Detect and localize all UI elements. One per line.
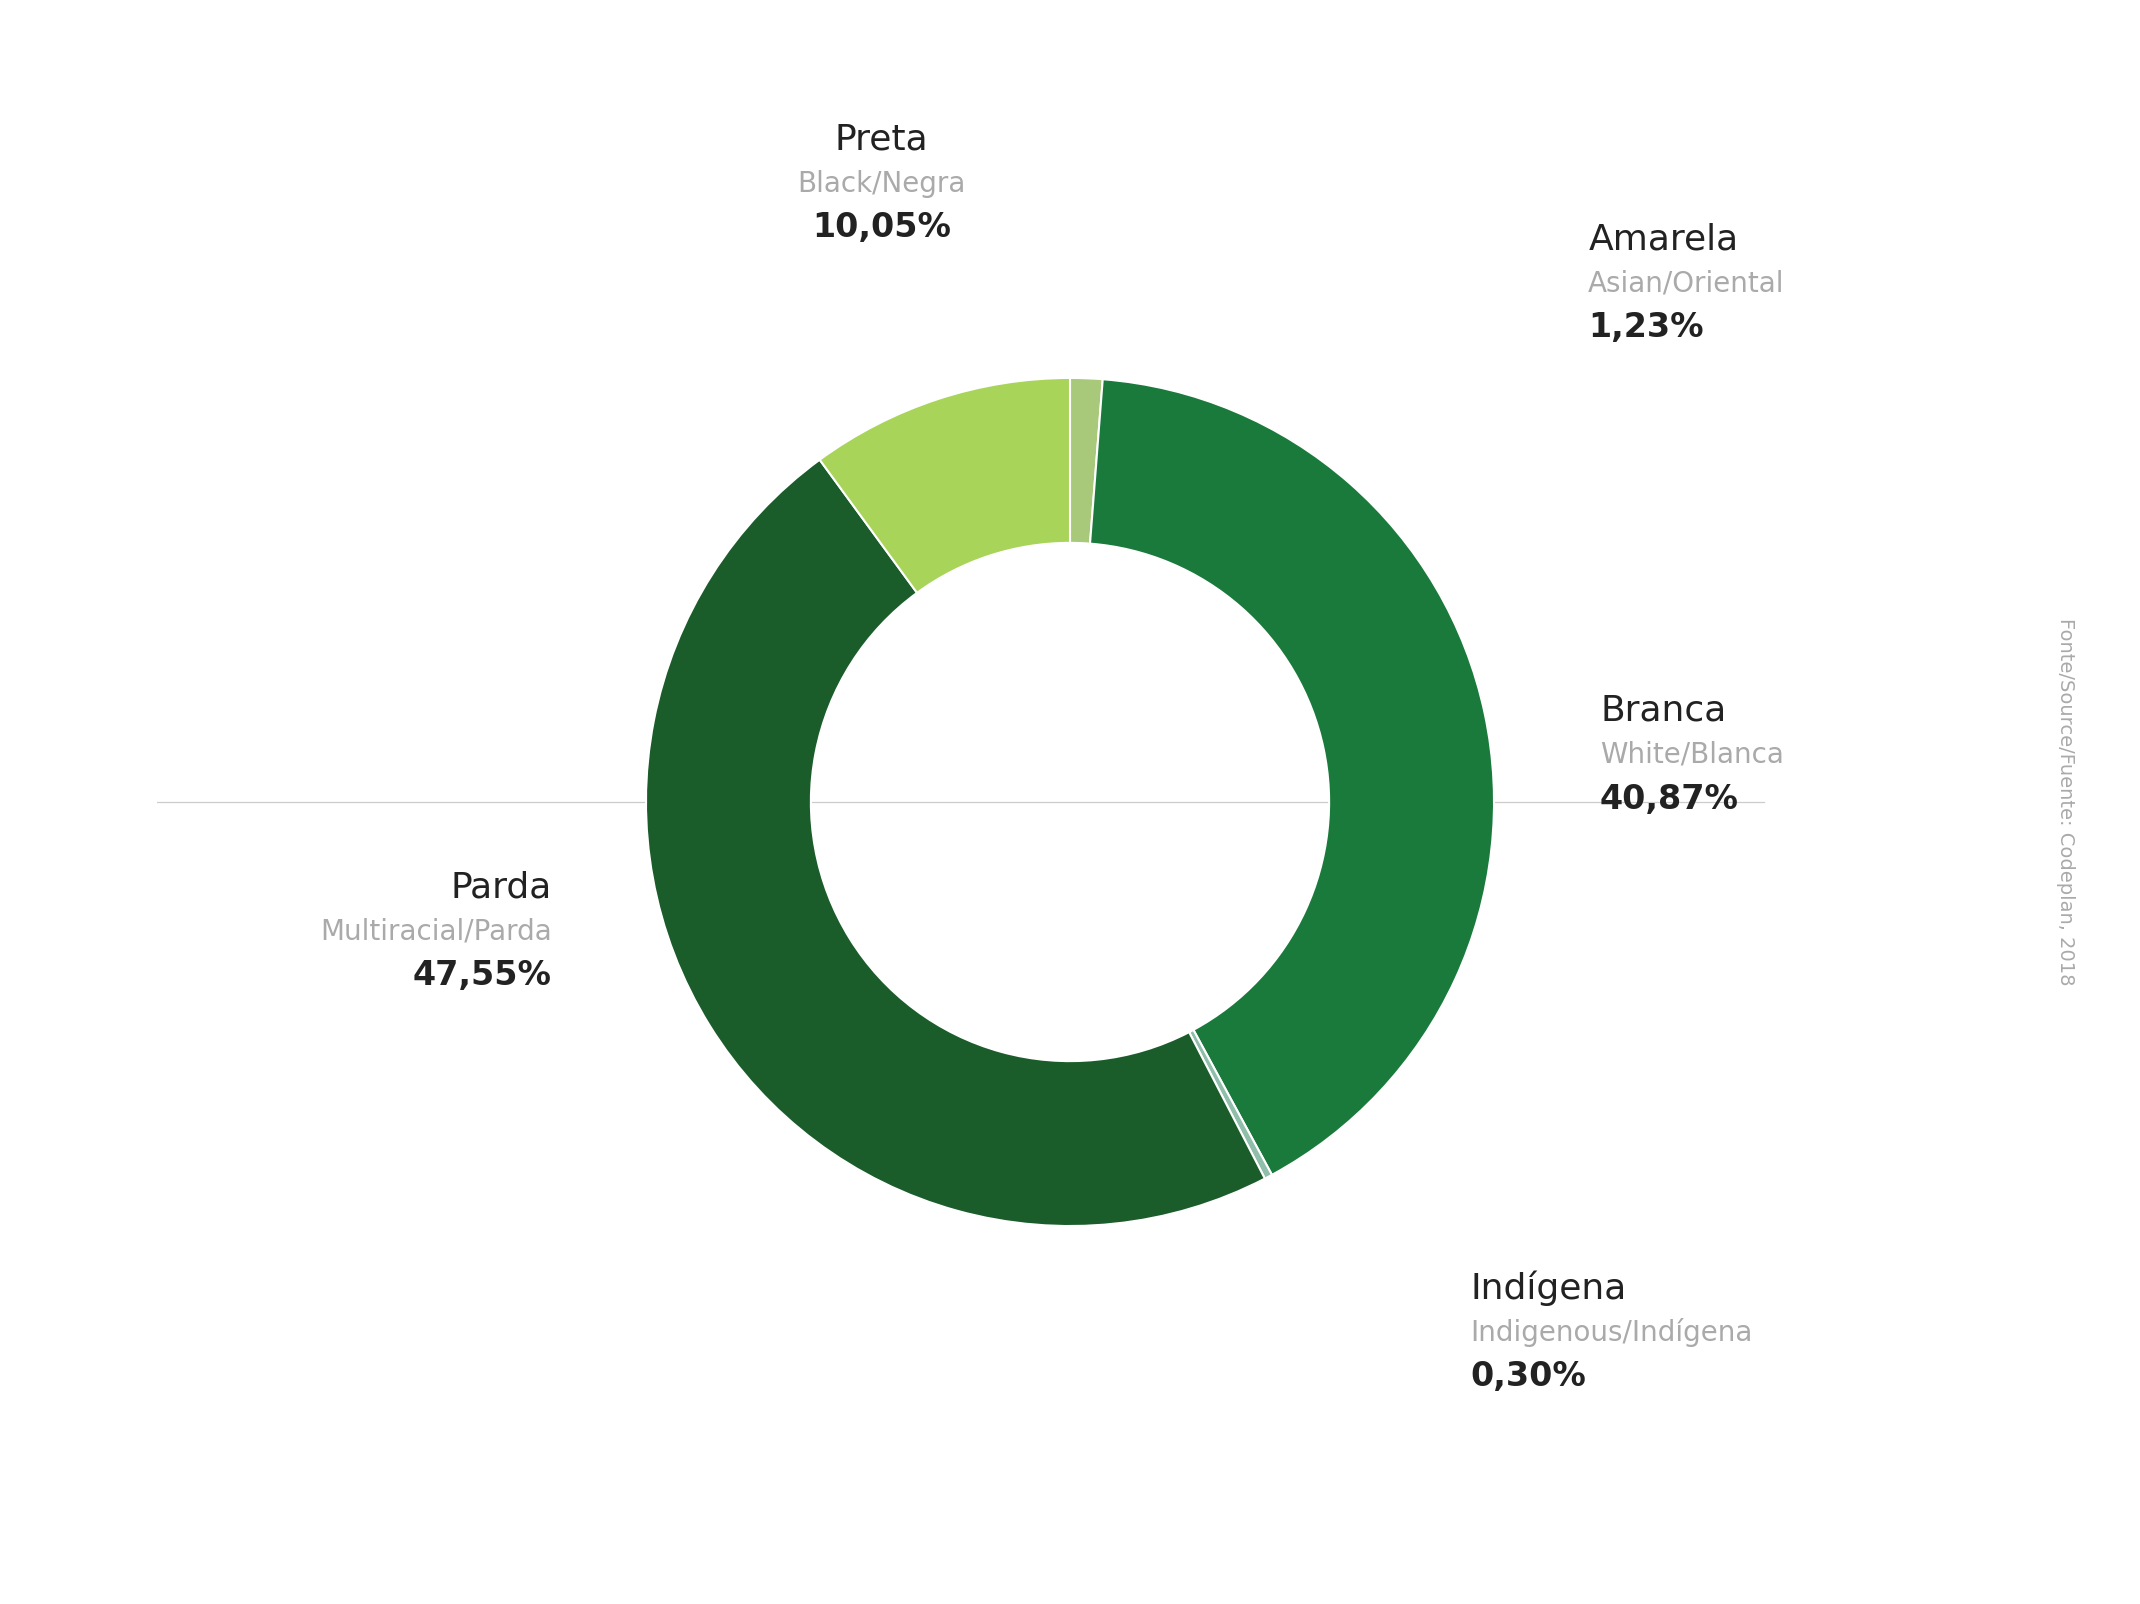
Text: 47,55%: 47,55% (413, 959, 552, 993)
Text: Branca: Branca (1601, 693, 1727, 728)
Text: Multiracial/Parda: Multiracial/Parda (321, 917, 552, 946)
Text: Parda: Parda (452, 871, 552, 905)
Text: 10,05%: 10,05% (811, 212, 950, 244)
Text: Indígena: Indígena (1470, 1270, 1626, 1306)
Text: Preta: Preta (835, 122, 929, 157)
Wedge shape (1089, 379, 1494, 1174)
Wedge shape (820, 379, 1070, 593)
Text: 0,30%: 0,30% (1470, 1360, 1586, 1392)
Text: Amarela: Amarela (1588, 223, 1738, 257)
Text: Black/Negra: Black/Negra (798, 170, 965, 197)
Wedge shape (1070, 379, 1102, 544)
Wedge shape (1190, 1030, 1271, 1179)
Text: White/Blanca: White/Blanca (1601, 741, 1785, 768)
Text: 1,23%: 1,23% (1588, 311, 1703, 345)
Text: 40,87%: 40,87% (1601, 783, 1740, 815)
Text: Fonte/Source/Fuente: Codeplan, 2018: Fonte/Source/Fuente: Codeplan, 2018 (2057, 618, 2074, 986)
Text: Indigenous/Indígena: Indigenous/Indígena (1470, 1317, 1753, 1346)
Wedge shape (646, 460, 1265, 1225)
Text: Asian/Oriental: Asian/Oriental (1588, 269, 1785, 298)
